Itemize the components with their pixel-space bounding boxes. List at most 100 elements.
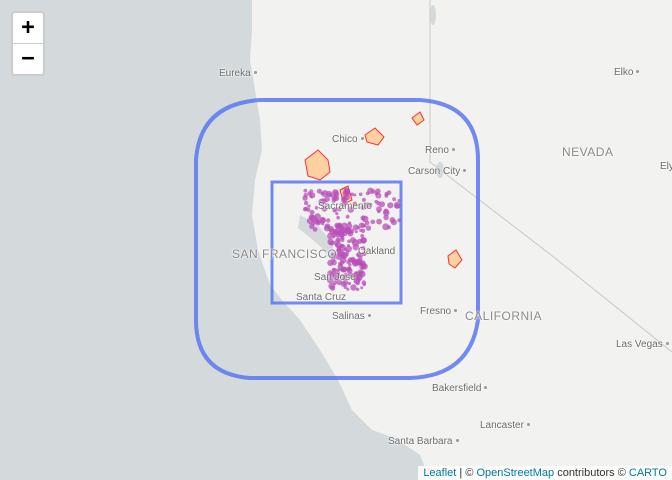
observation-point[interactable]: [309, 209, 315, 215]
observation-point[interactable]: [355, 287, 360, 292]
observation-point[interactable]: [360, 228, 366, 233]
observation-point[interactable]: [321, 205, 328, 212]
observation-point[interactable]: [350, 284, 357, 291]
observation-point[interactable]: [345, 214, 350, 219]
observation-point[interactable]: [340, 226, 345, 231]
observation-point[interactable]: [331, 267, 336, 272]
observation-point[interactable]: [383, 209, 390, 217]
observation-point[interactable]: [316, 188, 322, 194]
observation-point[interactable]: [384, 193, 389, 198]
observation-point[interactable]: [355, 275, 361, 281]
observation-point[interactable]: [358, 271, 363, 276]
observation-point[interactable]: [332, 272, 340, 280]
observation-point[interactable]: [347, 257, 353, 263]
observation-point[interactable]: [365, 225, 372, 231]
carto-link[interactable]: CARTO: [628, 467, 667, 479]
observation-point[interactable]: [326, 276, 334, 284]
observation-point[interactable]: [347, 281, 352, 286]
observation-point[interactable]: [370, 219, 376, 225]
observation-point[interactable]: [329, 272, 335, 278]
observation-point[interactable]: [347, 272, 354, 278]
observation-point[interactable]: [302, 195, 308, 201]
zoom-out-button[interactable]: −: [13, 43, 43, 74]
observation-point[interactable]: [303, 200, 309, 206]
observation-point[interactable]: [335, 243, 339, 247]
observation-point[interactable]: [336, 206, 342, 212]
observation-point[interactable]: [395, 203, 400, 209]
observation-point[interactable]: [346, 266, 352, 272]
observation-point[interactable]: [337, 263, 344, 270]
observation-point[interactable]: [360, 266, 365, 270]
observation-point[interactable]: [330, 252, 337, 259]
observation-point[interactable]: [354, 271, 358, 276]
observation-point[interactable]: [368, 202, 373, 207]
observation-point[interactable]: [327, 259, 334, 266]
observation-point[interactable]: [312, 227, 318, 232]
observation-point[interactable]: [375, 188, 381, 194]
observation-point[interactable]: [330, 285, 336, 291]
observation-point[interactable]: [341, 201, 348, 207]
observation-point[interactable]: [382, 223, 390, 231]
observation-point[interactable]: [309, 189, 314, 194]
osm-link[interactable]: OpenStreetMap: [476, 467, 555, 479]
observation-point[interactable]: [374, 199, 379, 204]
observation-point[interactable]: [326, 218, 331, 223]
observation-point[interactable]: [362, 282, 366, 287]
observation-point[interactable]: [361, 251, 366, 256]
observation-point[interactable]: [327, 238, 334, 245]
observation-point[interactable]: [356, 238, 363, 245]
observation-point[interactable]: [343, 187, 351, 195]
observation-point[interactable]: [354, 230, 358, 234]
observation-point[interactable]: [349, 230, 353, 234]
observation-point[interactable]: [335, 232, 341, 238]
observation-point[interactable]: [348, 221, 352, 225]
observation-point[interactable]: [397, 199, 401, 203]
observation-point[interactable]: [386, 190, 392, 196]
observation-point[interactable]: [387, 202, 394, 209]
observation-point[interactable]: [332, 235, 336, 239]
observation-point[interactable]: [327, 232, 334, 240]
observation-point[interactable]: [353, 193, 357, 197]
observation-point[interactable]: [347, 239, 351, 243]
observation-point[interactable]: [307, 204, 311, 208]
observation-point[interactable]: [332, 281, 337, 286]
observation-point[interactable]: [383, 214, 389, 221]
observation-point[interactable]: [341, 274, 346, 279]
observation-point[interactable]: [360, 205, 366, 210]
observation-point[interactable]: [355, 281, 360, 286]
observation-point[interactable]: [356, 252, 362, 258]
observation-point[interactable]: [392, 197, 396, 202]
observation-point[interactable]: [345, 245, 352, 252]
observation-point[interactable]: [359, 260, 366, 267]
observation-point[interactable]: [357, 256, 363, 262]
observation-point[interactable]: [340, 268, 344, 272]
observation-point[interactable]: [367, 187, 374, 194]
observation-point[interactable]: [318, 198, 326, 206]
observation-point[interactable]: [337, 268, 341, 272]
observation-point[interactable]: [352, 201, 358, 207]
zoom-in-button[interactable]: +: [21, 15, 35, 40]
leaflet-link[interactable]: Leaflet: [423, 467, 457, 479]
observation-point[interactable]: [360, 215, 366, 221]
observation-point[interactable]: [375, 192, 382, 199]
observation-point[interactable]: [336, 215, 340, 220]
observation-point[interactable]: [353, 278, 358, 282]
observation-point[interactable]: [345, 227, 349, 231]
observation-point[interactable]: [346, 287, 350, 291]
observation-point[interactable]: [321, 221, 325, 226]
observation-point[interactable]: [352, 224, 359, 231]
observation-point[interactable]: [340, 252, 348, 259]
observation-point[interactable]: [376, 206, 382, 213]
observation-point[interactable]: [310, 215, 317, 222]
observation-point[interactable]: [335, 237, 341, 243]
observation-point[interactable]: [302, 207, 308, 212]
observation-point[interactable]: [390, 219, 397, 226]
observation-point[interactable]: [360, 234, 365, 238]
observation-point[interactable]: [334, 222, 341, 229]
observation-point[interactable]: [324, 196, 330, 202]
observation-point[interactable]: [336, 247, 341, 252]
observation-point[interactable]: [379, 201, 385, 208]
observation-point[interactable]: [358, 222, 365, 229]
observation-point[interactable]: [335, 212, 339, 216]
